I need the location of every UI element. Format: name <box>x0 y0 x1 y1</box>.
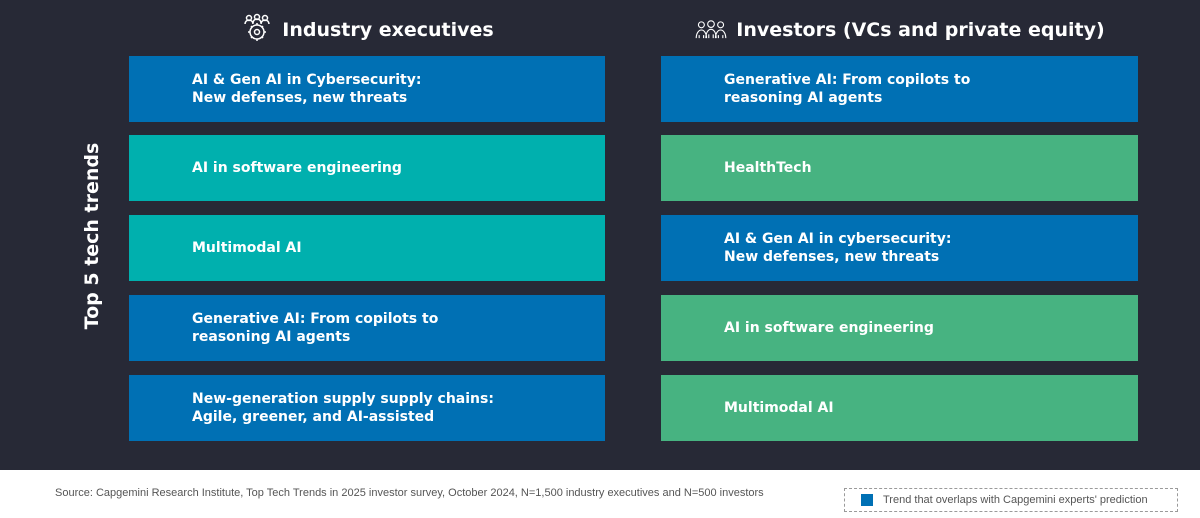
investor-trend-4: AI in software engineering <box>661 295 1138 361</box>
legend: Trend that overlaps with Capgemini exper… <box>844 488 1178 512</box>
exec-trend-2: AI in software engineering <box>129 135 605 201</box>
legend-text: Trend that overlaps with Capgemini exper… <box>883 494 1148 506</box>
exec-trend-5: New-generation supply supply chains: Agi… <box>129 375 605 441</box>
industry-executives-header: Industry executives <box>129 12 605 48</box>
side-label: Top 5 tech trends <box>81 142 103 330</box>
investor-trend-3: AI & Gen AI in cybersecurity: New defens… <box>661 215 1138 281</box>
people-group-icon <box>694 13 728 47</box>
industry-executives-title: Industry executives <box>282 19 494 41</box>
trends-panel: Top 5 tech trends Industry executives <box>0 0 1200 470</box>
source-note: Source: Capgemini Research Institute, To… <box>55 487 764 499</box>
investors-header: Investors (VCs and private equity) <box>661 12 1138 48</box>
exec-trend-1: AI & Gen AI in Cybersecurity: New defens… <box>129 56 605 122</box>
investor-trend-2: HealthTech <box>661 135 1138 201</box>
investor-trend-5: Multimodal AI <box>661 375 1138 441</box>
exec-trend-3: Multimodal AI <box>129 215 605 281</box>
legend-swatch <box>861 494 873 506</box>
exec-trend-4: Generative AI: From copilots to reasonin… <box>129 295 605 361</box>
people-gear-icon <box>240 13 274 47</box>
investors-title: Investors (VCs and private equity) <box>736 19 1105 41</box>
investor-trend-1: Generative AI: From copilots to reasonin… <box>661 56 1138 122</box>
